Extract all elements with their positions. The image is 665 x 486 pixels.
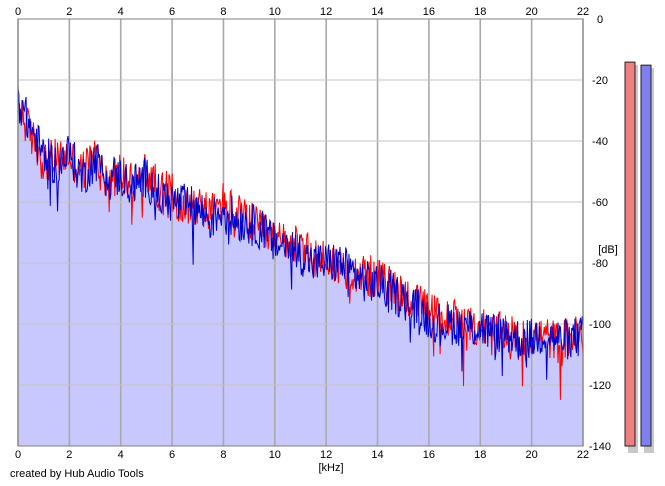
x-tick-label-top: 12: [320, 6, 332, 18]
x-axis-label: [kHz]: [318, 462, 343, 474]
y-tick-label: -40: [592, 136, 608, 148]
y-tick-label: -120: [589, 380, 611, 392]
y-tick-label: -20: [592, 75, 608, 87]
x-tick-label-bottom: 14: [371, 449, 383, 461]
x-tick-label-top: 10: [269, 6, 281, 18]
x-tick-label-top: 4: [118, 6, 124, 18]
x-tick-label-bottom: 18: [474, 449, 486, 461]
x-tick-label-bottom: 4: [118, 449, 124, 461]
y-tick-label: -80: [592, 258, 608, 270]
x-tick-label-bottom: 8: [220, 449, 226, 461]
x-tick-label-bottom: 16: [423, 449, 435, 461]
level-meter-0: [624, 61, 636, 447]
x-tick-label-bottom: 6: [169, 449, 175, 461]
y-tick-label: -100: [589, 319, 611, 331]
level-meter-1: [640, 64, 652, 447]
y-tick-label: -140: [589, 441, 611, 453]
x-tick-label-top: 22: [577, 6, 589, 18]
series-line-1: [17, 89, 584, 380]
x-tick-label-bottom: 22: [577, 449, 589, 461]
x-tick-label-top: 16: [423, 6, 435, 18]
x-tick-label-top: 8: [220, 6, 226, 18]
plot-border: [17, 18, 584, 447]
x-tick-label-bottom: 0: [15, 449, 21, 461]
x-tick-label-top: 14: [371, 6, 383, 18]
x-tick-label-bottom: 12: [320, 449, 332, 461]
x-tick-label-top: 18: [474, 6, 486, 18]
x-tick-label-top: 20: [526, 6, 538, 18]
y-tick-label: 0: [597, 14, 603, 26]
y-axis-label: [dB]: [598, 244, 618, 256]
x-tick-label-bottom: 2: [66, 449, 72, 461]
x-tick-label-top: 0: [15, 6, 21, 18]
credit-text: created by Hub Audio Tools: [10, 468, 144, 480]
y-tick-label: -60: [592, 197, 608, 209]
x-tick-label-top: 2: [66, 6, 72, 18]
x-tick-label-bottom: 20: [526, 449, 538, 461]
x-tick-label-top: 6: [169, 6, 175, 18]
x-tick-label-bottom: 10: [269, 449, 281, 461]
